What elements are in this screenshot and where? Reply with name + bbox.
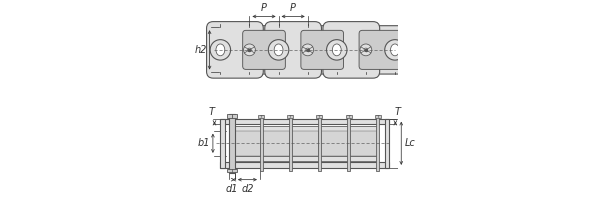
Bar: [318, 115, 321, 171]
FancyBboxPatch shape: [323, 22, 380, 78]
Circle shape: [364, 48, 368, 52]
Bar: [220, 119, 224, 168]
Bar: [319, 156, 349, 161]
Ellipse shape: [274, 44, 283, 56]
Bar: [290, 156, 319, 161]
FancyBboxPatch shape: [265, 22, 322, 78]
Circle shape: [268, 40, 289, 60]
Circle shape: [385, 40, 405, 60]
Bar: [231, 115, 233, 171]
Bar: [229, 115, 235, 118]
Text: P: P: [261, 3, 267, 13]
Bar: [385, 119, 389, 168]
Circle shape: [210, 40, 230, 60]
Bar: [346, 115, 352, 118]
FancyBboxPatch shape: [206, 22, 263, 78]
Bar: [227, 169, 237, 172]
Bar: [316, 115, 322, 118]
Bar: [261, 131, 290, 156]
Ellipse shape: [216, 44, 225, 56]
Circle shape: [248, 48, 251, 52]
Bar: [287, 115, 293, 118]
Circle shape: [302, 44, 314, 56]
Text: T: T: [209, 107, 215, 117]
Circle shape: [360, 44, 372, 56]
Bar: [261, 156, 290, 161]
Circle shape: [326, 40, 347, 60]
Bar: [229, 114, 235, 173]
Bar: [232, 126, 261, 131]
Circle shape: [244, 44, 256, 56]
Ellipse shape: [391, 44, 400, 56]
Ellipse shape: [332, 44, 341, 56]
Text: T: T: [394, 107, 400, 117]
Bar: [227, 114, 237, 118]
Text: b1: b1: [197, 138, 210, 148]
Bar: [261, 126, 290, 131]
Text: d2: d2: [241, 184, 254, 194]
Text: Lc: Lc: [405, 138, 416, 148]
Bar: [258, 115, 264, 118]
FancyBboxPatch shape: [242, 30, 286, 69]
FancyBboxPatch shape: [301, 30, 344, 69]
Circle shape: [306, 48, 310, 52]
Bar: [290, 131, 319, 156]
Bar: [319, 126, 349, 131]
Bar: [349, 126, 377, 131]
Bar: [232, 156, 261, 161]
Text: P: P: [290, 3, 296, 13]
Bar: [220, 162, 389, 168]
Bar: [349, 156, 377, 161]
Bar: [376, 115, 379, 171]
Bar: [347, 115, 350, 171]
FancyBboxPatch shape: [214, 26, 400, 74]
Bar: [232, 131, 261, 156]
Bar: [319, 131, 349, 156]
Text: h2: h2: [195, 45, 207, 55]
Bar: [349, 131, 377, 156]
Bar: [289, 115, 292, 171]
Bar: [260, 115, 263, 171]
Text: d1: d1: [226, 184, 238, 194]
Bar: [374, 115, 380, 118]
Bar: [290, 126, 319, 131]
FancyBboxPatch shape: [359, 30, 402, 69]
Bar: [220, 119, 389, 124]
